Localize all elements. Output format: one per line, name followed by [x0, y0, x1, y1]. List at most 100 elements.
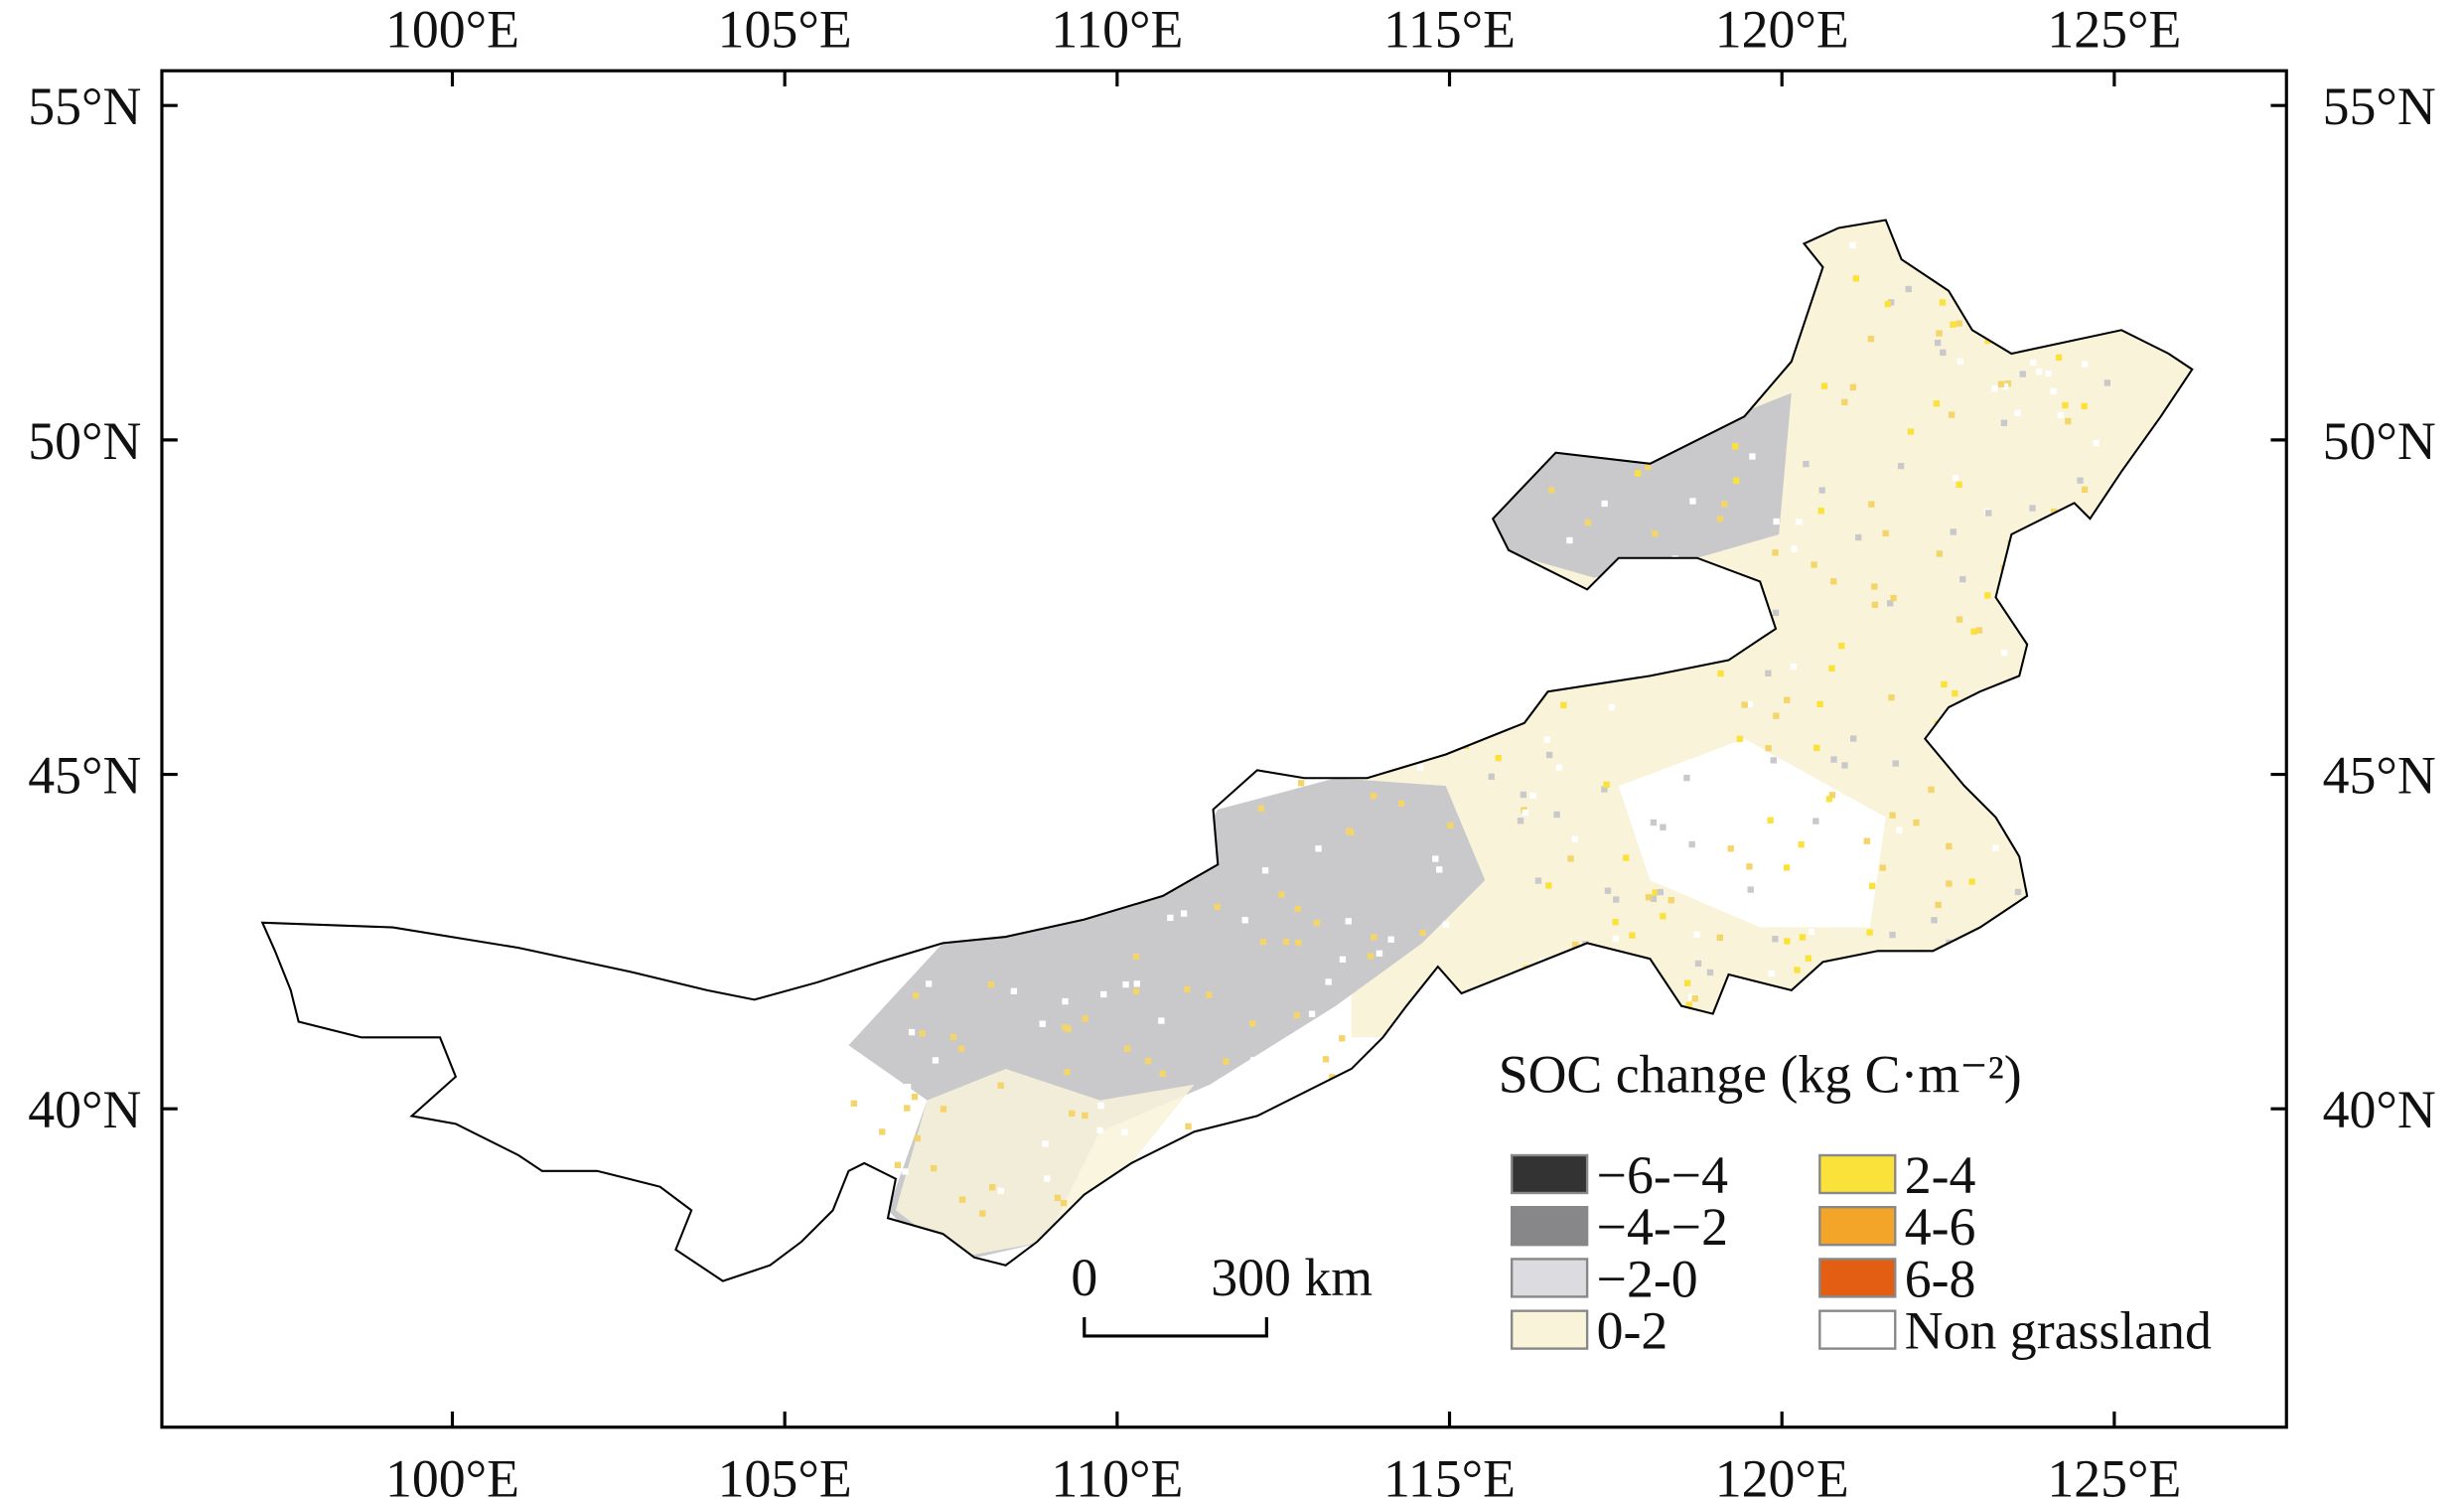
speck: [1732, 477, 1740, 485]
speck: [1887, 299, 1895, 306]
speck: [1608, 703, 1616, 711]
speck: [1584, 519, 1592, 526]
speck: [1145, 1057, 1152, 1065]
speck: [1688, 840, 1695, 848]
legend-label: 4-6: [1905, 1197, 1976, 1257]
speck: [1889, 931, 1896, 939]
speck: [1257, 805, 1265, 813]
speck: [1313, 919, 1320, 927]
speck: [1060, 1199, 1068, 1207]
speck: [1259, 939, 1267, 946]
speck: [2001, 382, 2009, 390]
speck: [1517, 818, 1524, 824]
speck: [1419, 929, 1426, 937]
x-tick-label: 115°E: [1383, 0, 1516, 59]
speck: [1950, 528, 1957, 535]
speck: [1241, 917, 1248, 924]
speck: [1345, 918, 1352, 925]
speck: [1657, 888, 1665, 896]
speck: [1852, 275, 1860, 282]
speck: [1770, 757, 1777, 764]
speck: [1683, 979, 1691, 986]
legend-swatch: [1510, 1258, 1589, 1298]
speck: [1931, 917, 1938, 924]
speck: [1803, 460, 1810, 468]
speck: [1808, 928, 1815, 936]
speck: [1543, 736, 1550, 743]
speck: [1941, 680, 1948, 688]
speck: [1997, 380, 2005, 387]
speck: [1716, 934, 1723, 942]
speck: [904, 1083, 912, 1091]
speck: [1892, 760, 1899, 767]
speck: [1548, 487, 1555, 494]
speck: [932, 1057, 940, 1064]
speck: [1601, 786, 1608, 793]
speck: [1841, 762, 1848, 769]
speck: [1688, 993, 1695, 1000]
speck: [1749, 453, 1756, 460]
speck: [2081, 486, 2089, 494]
speck: [1957, 358, 1963, 366]
speck: [1772, 609, 1780, 617]
scale-label: 0: [1071, 1248, 1097, 1307]
y-tick-label: 40°N: [2323, 1080, 2436, 1139]
speck: [1214, 903, 1221, 910]
speck: [987, 980, 995, 988]
speck: [1790, 663, 1798, 671]
speck: [1794, 967, 1801, 974]
speck: [1736, 735, 1743, 743]
speck: [997, 1187, 1004, 1195]
axes: 100°E 100°E 105°E 105°E 110°E 110°E 115°E 115°E…: [28, 0, 2436, 1498]
legend-label: −6-−4: [1597, 1145, 1728, 1205]
legend-swatch: [1818, 1309, 1897, 1350]
speck: [1936, 550, 1944, 557]
legend-swatch: [1818, 1258, 1897, 1298]
speck: [1185, 1123, 1192, 1130]
speck: [1897, 462, 1905, 470]
speck: [1952, 689, 1958, 697]
speck: [1308, 1010, 1316, 1017]
speck: [1370, 793, 1377, 800]
x-tick-label: 120°E: [1715, 0, 1849, 59]
speck: [1830, 578, 1837, 585]
speck: [1984, 337, 1991, 345]
speck: [1866, 929, 1873, 936]
speck: [1571, 835, 1578, 842]
speck: [1010, 987, 1018, 994]
speck: [1325, 978, 1332, 985]
speck: [1650, 895, 1658, 902]
x-tick-label: 120°E: [1715, 1448, 1849, 1498]
speck: [1722, 806, 1729, 813]
speck: [1603, 781, 1610, 789]
speck: [1855, 533, 1862, 541]
speck: [1167, 914, 1174, 922]
speck: [2036, 369, 2043, 375]
legend-label: −2-0: [1597, 1249, 1698, 1308]
speck: [1784, 696, 1791, 703]
x-tick-label: 110°E: [1051, 0, 1183, 59]
speck: [1371, 934, 1377, 941]
speck: [1132, 953, 1140, 961]
speck: [1871, 583, 1878, 590]
speck: [1896, 826, 1903, 833]
speck: [1968, 878, 1975, 885]
speck: [1717, 670, 1724, 677]
x-tick-label: 100°E: [385, 0, 519, 59]
speck: [1849, 241, 1856, 249]
speck: [989, 1184, 996, 1191]
y-tick-label: 45°N: [28, 746, 141, 806]
speck: [931, 1164, 938, 1172]
speck: [2081, 402, 2088, 410]
speck: [1158, 1017, 1165, 1024]
speck: [1946, 842, 1953, 850]
speck: [904, 1105, 911, 1112]
speck: [1159, 1070, 1166, 1078]
speck: [1645, 463, 1652, 471]
speck: [1868, 882, 1876, 889]
speck: [879, 1128, 886, 1135]
speck: [1180, 910, 1188, 917]
speck: [1261, 867, 1269, 874]
speck: [1534, 877, 1542, 884]
